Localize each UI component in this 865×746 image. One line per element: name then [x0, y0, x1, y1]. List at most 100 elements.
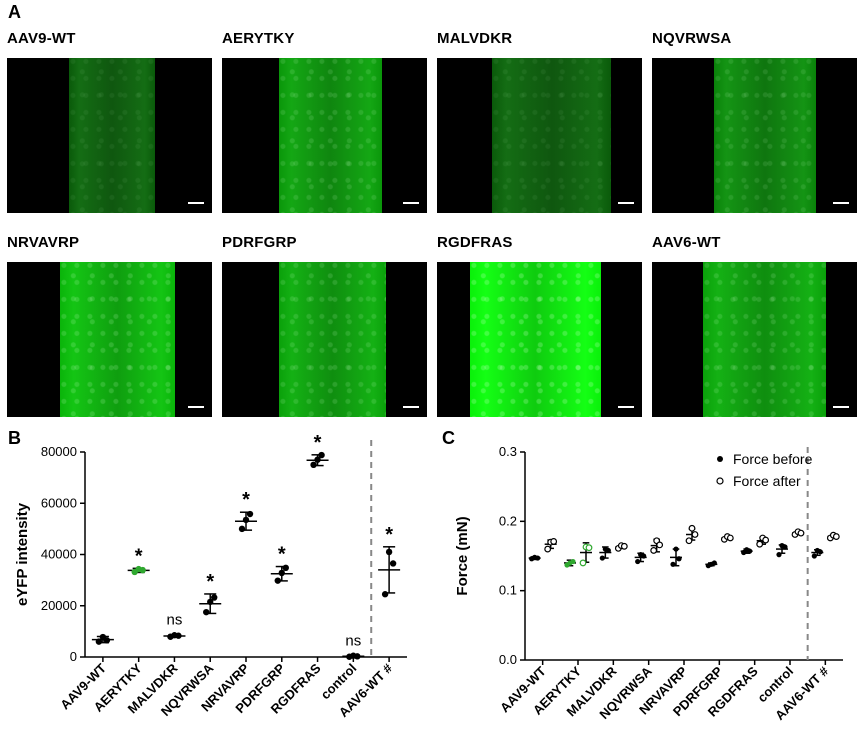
image-label: RGDFRAS	[437, 234, 513, 251]
significance-label: *	[135, 545, 143, 567]
force-after-point	[756, 540, 764, 548]
scale-bar	[188, 202, 204, 204]
y-tick-label: 20000	[41, 598, 77, 613]
image-label: MALVDKR	[437, 30, 513, 47]
y-tick-label: 0	[70, 649, 77, 664]
image-label: AAV9-WT	[7, 30, 76, 47]
force-before-point	[535, 555, 541, 561]
data-point	[274, 577, 281, 584]
data-point	[139, 566, 146, 574]
force-after-point	[550, 538, 558, 545]
force-after-point	[579, 559, 587, 567]
micrograph	[7, 58, 212, 213]
scale-bar	[403, 202, 419, 204]
tissue-fluorescence	[713, 58, 816, 213]
y-tick-label: 0.3	[499, 444, 517, 459]
significance-label: *	[206, 571, 214, 593]
tissue-fluorescence	[68, 58, 155, 213]
data-point	[389, 560, 397, 567]
data-point	[238, 525, 246, 533]
micrograph	[437, 58, 642, 213]
y-tick-label: 0.0	[499, 652, 517, 667]
force-before-point	[673, 546, 679, 552]
data-point	[95, 638, 103, 645]
micrograph	[437, 262, 642, 417]
force-after-point	[762, 536, 770, 544]
scale-bar	[188, 406, 204, 408]
data-point	[203, 608, 210, 616]
image-label: PDRFGRP	[222, 234, 297, 251]
image-label: NQVRWSA	[652, 30, 732, 47]
significance-label: *	[314, 432, 322, 454]
micrograph	[222, 58, 427, 213]
force-before-point	[570, 558, 576, 565]
y-tick-label: 0.1	[499, 583, 517, 598]
micrograph	[7, 262, 212, 417]
y-tick-label: 40000	[41, 547, 77, 562]
data-point	[103, 637, 111, 644]
force-after-point	[832, 533, 840, 540]
significance-label: *	[278, 544, 286, 566]
force-before-point	[676, 556, 682, 562]
micrograph	[652, 262, 857, 417]
tissue-fluorescence	[703, 262, 827, 417]
image-label: AERYTKY	[222, 30, 295, 47]
force-after-point	[685, 537, 693, 545]
data-point	[211, 594, 218, 601]
force-before-point	[641, 553, 647, 559]
force-before-point	[635, 558, 641, 565]
force-before-point	[817, 549, 823, 555]
image-label: NRVAVRP	[7, 234, 80, 251]
data-point	[310, 461, 317, 469]
y-tick-label: 0.2	[499, 513, 517, 528]
force-after-point	[620, 542, 628, 550]
force-after-point	[585, 544, 593, 552]
data-point	[282, 564, 289, 572]
force-before-point	[711, 560, 717, 566]
y-axis-label: Force (mN)	[454, 516, 471, 595]
significance-label: *	[242, 489, 250, 511]
force-after-point	[650, 547, 658, 554]
data-point	[246, 510, 254, 518]
panel-letter-b: B	[8, 428, 21, 448]
tissue-fluorescence	[279, 262, 386, 417]
significance-label: *	[385, 524, 393, 546]
tissue-fluorescence	[492, 58, 612, 213]
force-before-point	[776, 552, 782, 558]
data-point	[354, 653, 361, 660]
data-point	[385, 548, 393, 556]
legend-label-after: Force after	[733, 473, 801, 489]
data-point	[381, 591, 389, 598]
force-after-point	[688, 524, 696, 532]
force-before-point	[811, 553, 817, 559]
panel-letter-c: C	[442, 428, 455, 448]
scale-bar	[403, 406, 419, 408]
y-axis-label: eYFP intensity	[14, 502, 31, 606]
force-before-point	[747, 548, 753, 554]
micrograph	[222, 262, 427, 417]
force-before-point	[599, 555, 605, 561]
micrograph	[652, 58, 857, 213]
scale-bar	[833, 406, 849, 408]
significance-label: ns	[345, 632, 361, 649]
force-after-point	[726, 534, 734, 542]
data-point	[314, 456, 321, 463]
data-point	[278, 569, 285, 577]
significance-label: ns	[167, 612, 183, 629]
y-tick-label: 60000	[41, 495, 77, 510]
image-label: AAV6-WT	[652, 234, 721, 251]
force-before-point	[670, 561, 676, 567]
legend-marker-after	[716, 477, 724, 485]
tissue-fluorescence	[60, 262, 176, 417]
legend-label-before: Force before	[733, 451, 813, 467]
force-before-point	[782, 544, 788, 550]
scale-bar	[618, 406, 634, 408]
force-after-point	[656, 541, 664, 549]
force-after-point	[691, 531, 699, 538]
tissue-fluorescence	[279, 58, 382, 213]
panel-letter-a: A	[8, 2, 21, 22]
tissue-fluorescence	[469, 262, 601, 417]
force-before-point	[605, 547, 611, 554]
